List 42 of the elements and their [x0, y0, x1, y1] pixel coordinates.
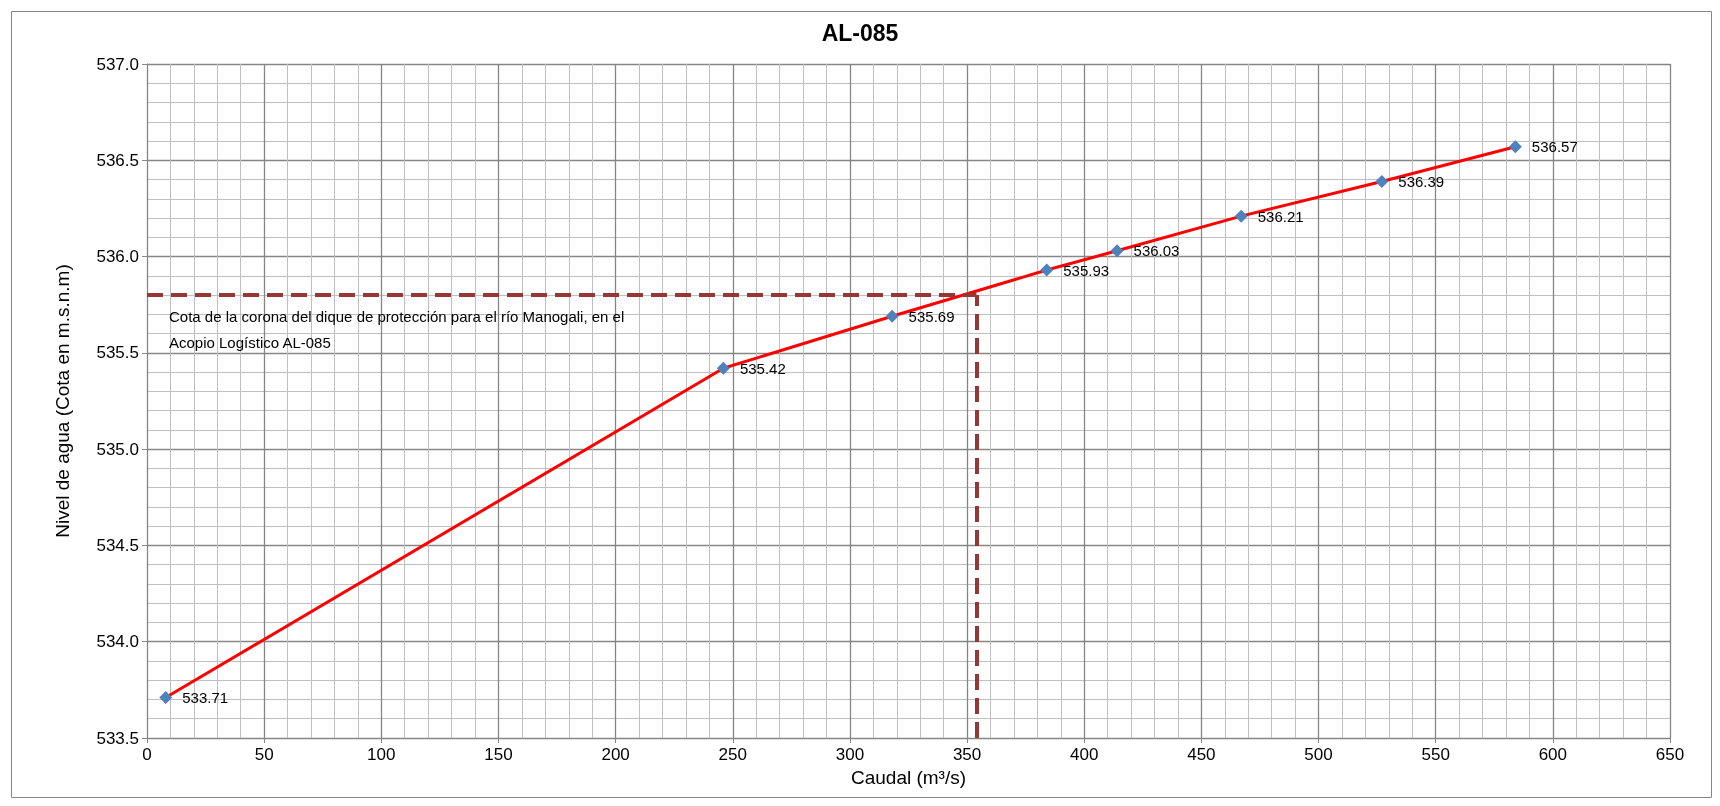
data-label: 533.71	[182, 689, 229, 707]
point	[885, 309, 899, 323]
y-tick-label: 537.0	[96, 54, 139, 74]
data-label: 536.03	[1133, 242, 1180, 260]
x-tick-label: 150	[484, 745, 513, 764]
point	[1110, 244, 1124, 258]
point	[1375, 174, 1389, 188]
x-tick-label: 250	[718, 745, 747, 764]
x-tick-label: 600	[1538, 745, 1568, 764]
point	[1040, 263, 1054, 277]
x-tick-label: 350	[952, 745, 982, 764]
point	[1508, 140, 1522, 154]
x-tick-label: 550	[1421, 745, 1450, 764]
point	[1234, 209, 1248, 223]
y-tick-label: 536.5	[96, 150, 139, 170]
y-tick-label: 534.0	[96, 632, 139, 652]
point	[716, 361, 730, 375]
y-tick-label: 535.5	[96, 343, 139, 363]
y-tick-label: 536.0	[96, 247, 139, 267]
data-label: 536.21	[1257, 207, 1304, 225]
data-label: 535.69	[908, 307, 955, 325]
x-tick-label: 50	[254, 745, 274, 764]
x-tick-label: 200	[601, 745, 630, 764]
data-label: 535.93	[1063, 261, 1110, 279]
x-tick-label: 450	[1187, 745, 1216, 764]
y-tick-label: 534.5	[96, 535, 139, 555]
x-axis-title: Caudal (m³/s)	[850, 766, 967, 788]
x-tick-label: 500	[1304, 745, 1333, 764]
x-tick-label: 300	[835, 745, 865, 764]
x-tick-label: 400	[1070, 745, 1099, 764]
x-tick-label: 650	[1655, 745, 1685, 764]
data-label: 535.42	[739, 359, 786, 377]
y-tick-label: 535.0	[96, 439, 139, 459]
data-label: 536.57	[1531, 138, 1578, 156]
chart-title: AL-085	[821, 19, 899, 46]
ref-line-label: Cota de la corona del dique de protección para el río Manogali, en el Acopio Logístico AL-085	[169, 307, 629, 351]
point	[159, 691, 173, 705]
y-axis-title: Nivel de agua (Cota en m.s.n.m)	[52, 264, 73, 538]
data-label: 536.39	[1398, 172, 1445, 190]
x-tick-label: 100	[367, 745, 396, 764]
y-tick-label: 533.5	[96, 728, 139, 748]
x-tick-label: 0	[142, 745, 152, 764]
